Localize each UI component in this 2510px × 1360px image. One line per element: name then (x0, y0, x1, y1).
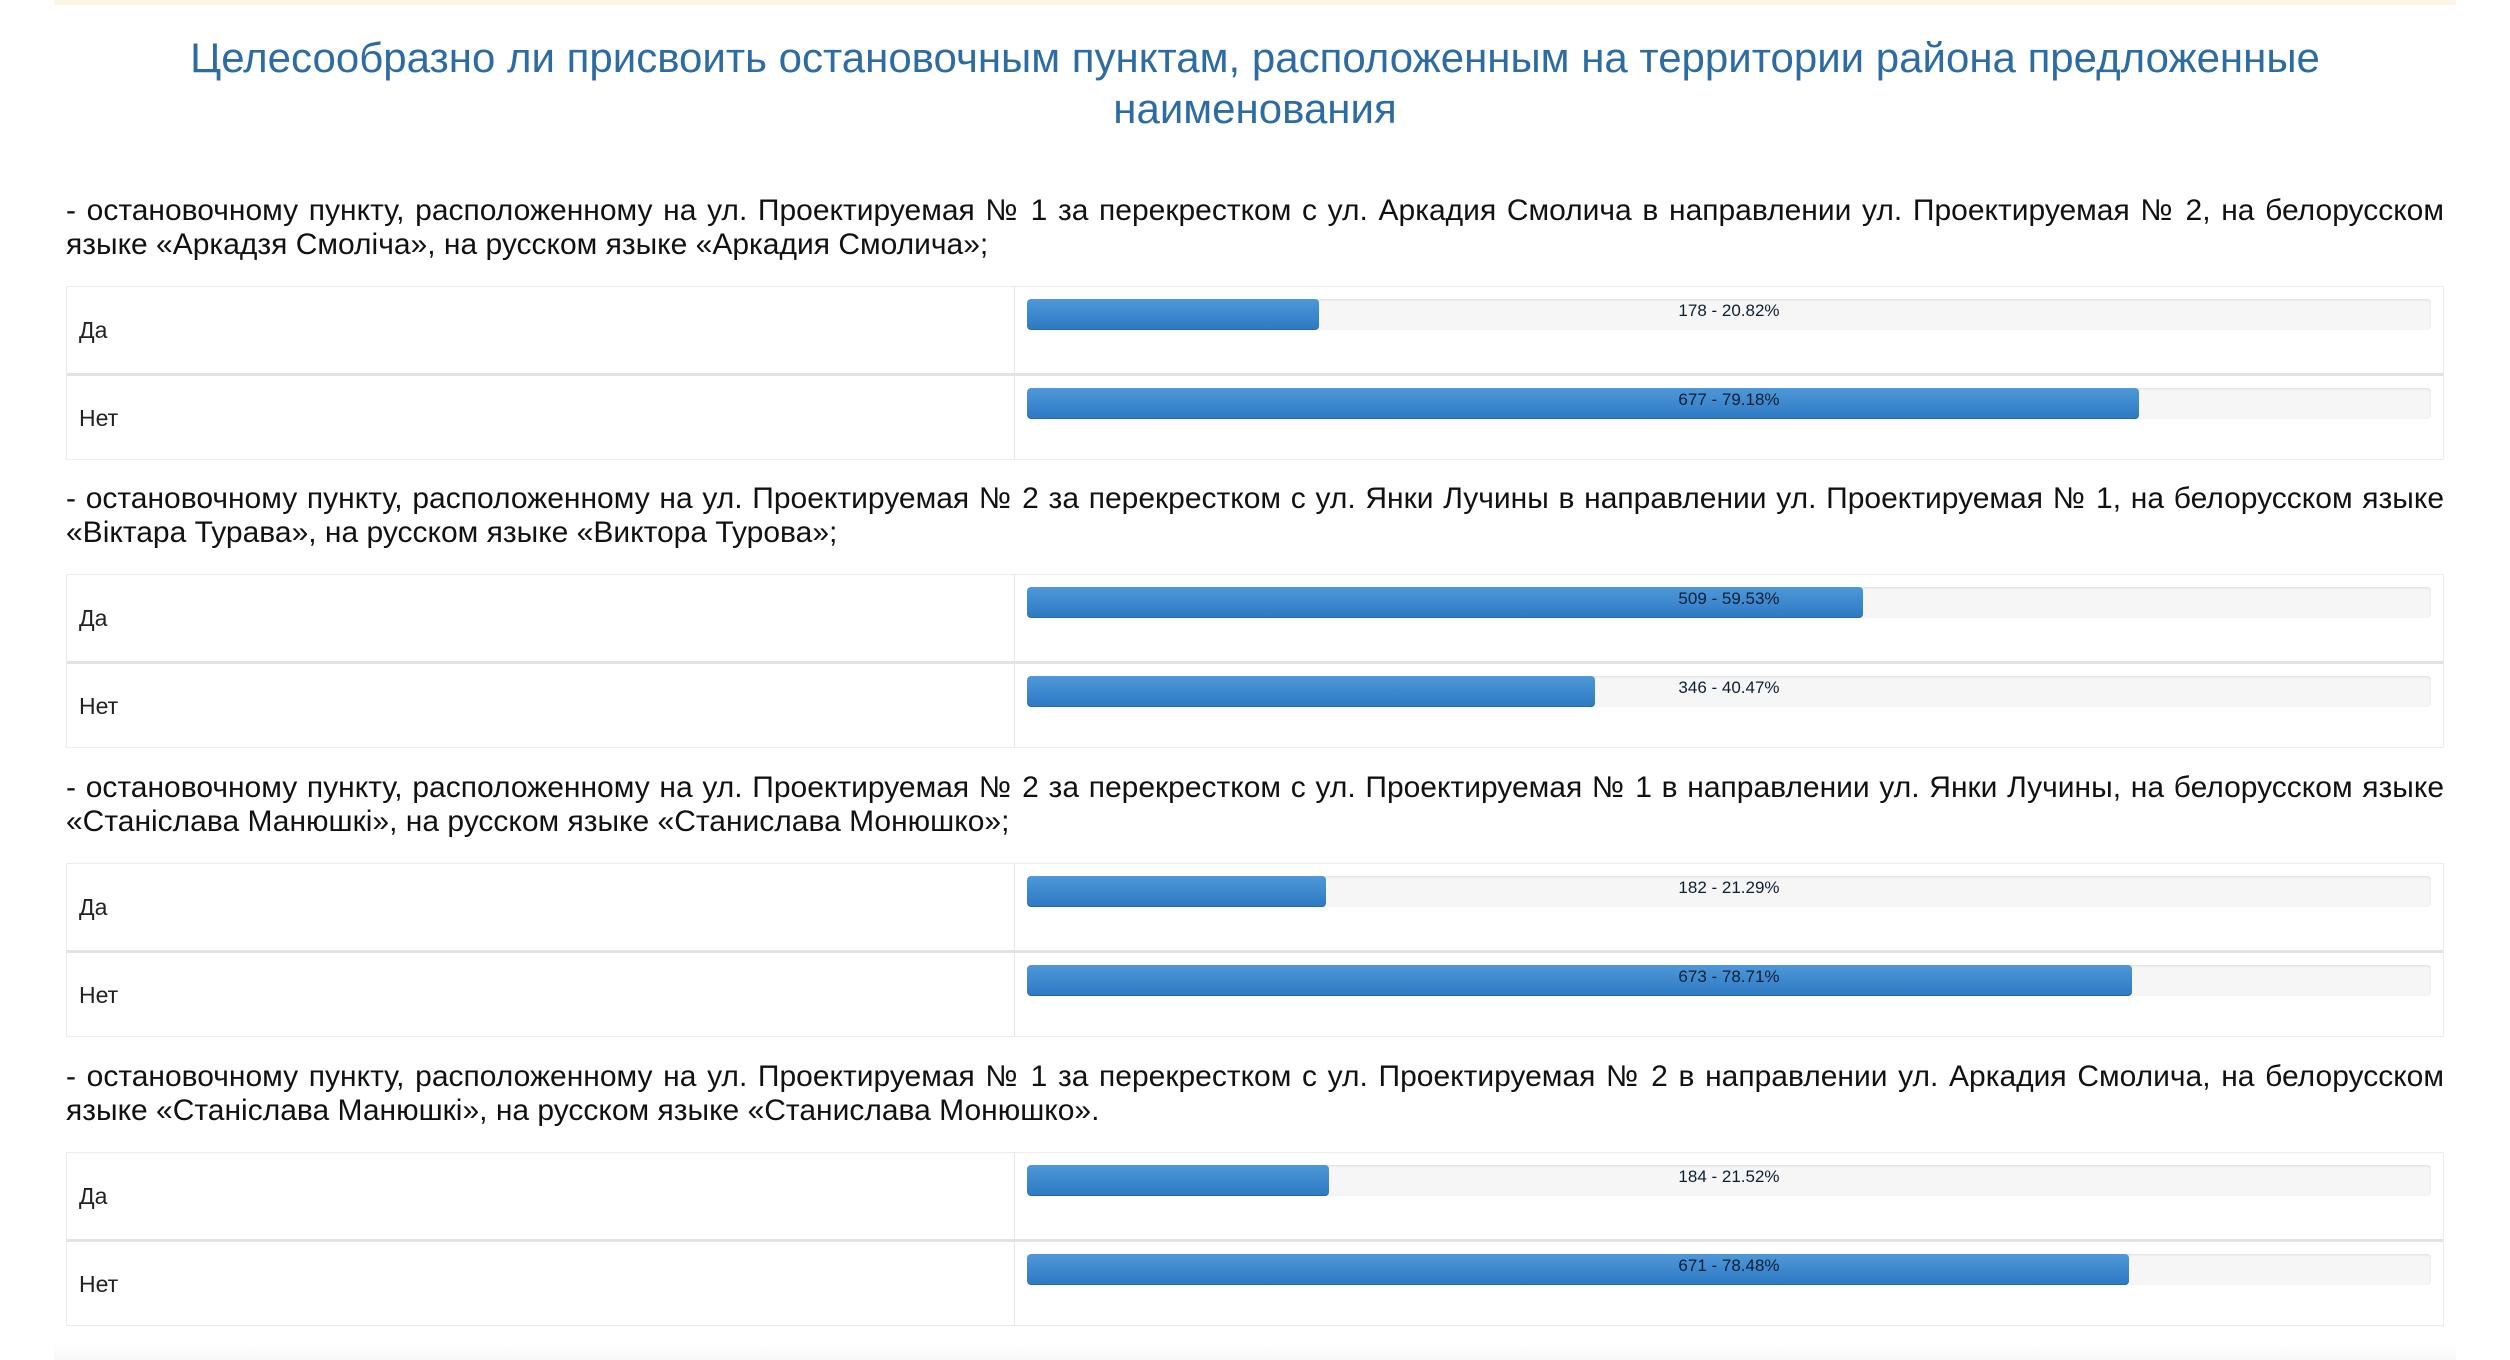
question-2: - остановочному пункту, расположенному н… (66, 482, 2444, 748)
bar-cell: 673 - 78.71% (1027, 953, 2431, 1036)
bar-cell: 346 - 40.47% (1027, 664, 2431, 747)
bar-cell: 178 - 20.82% (1027, 287, 2431, 373)
poll-results-page: Целесообразно ли присвоить остановочным … (66, 0, 2444, 1326)
results-table: Да 509 - 59.53% Нет 346 - 40.47% (66, 574, 2444, 748)
progress-bar-fill (1027, 876, 1326, 907)
top-border-strip (54, 0, 2456, 5)
bottom-shadow-strip (54, 1344, 2456, 1360)
results-table: Да 184 - 21.52% Нет 671 - 78.48% (66, 1152, 2444, 1326)
question-text: - остановочному пункту, расположенному н… (66, 771, 2444, 838)
progress-bar-label: 182 - 21.29% (1678, 878, 1780, 897)
progress-bar-fill (1027, 1254, 2129, 1285)
progress-bar-fill (1027, 965, 2133, 996)
bar-cell: 671 - 78.48% (1027, 1242, 2431, 1325)
bar-cell: 509 - 59.53% (1027, 575, 2431, 661)
progress-bar-label: 673 - 78.71% (1678, 967, 1780, 986)
question-3: - остановочному пункту, расположенному н… (66, 771, 2444, 1037)
answer-cell: Нет (67, 1242, 1015, 1325)
answer-label: Нет (79, 981, 119, 1008)
progress-bar-label: 677 - 79.18% (1678, 390, 1780, 409)
answer-label: Да (79, 1183, 108, 1209)
bar-cell: 182 - 21.29% (1027, 864, 2431, 950)
answer-cell: Нет (67, 376, 1015, 459)
progress-bar-fill (1027, 587, 1863, 618)
page-title: Целесообразно ли присвоить остановочным … (190, 34, 2320, 132)
answer-row-yes: Да 509 - 59.53% (67, 575, 2443, 661)
answer-cell: Да (67, 575, 1015, 661)
answer-label: Нет (79, 404, 119, 431)
answer-row-no: Нет 346 - 40.47% (67, 661, 2443, 747)
progress-bar-track: 184 - 21.52% (1027, 1165, 2431, 1196)
results-table: Да 182 - 21.29% Нет 673 - 78.71% (66, 863, 2444, 1037)
answer-cell: Нет (67, 664, 1015, 747)
question-1: - остановочному пункту, расположенному н… (66, 194, 2444, 460)
progress-bar-label: 509 - 59.53% (1678, 589, 1780, 608)
progress-bar-label: 346 - 40.47% (1678, 678, 1780, 697)
answer-row-no: Нет 677 - 79.18% (67, 373, 2443, 459)
progress-bar-track: 509 - 59.53% (1027, 587, 2431, 618)
answer-row-no: Нет 673 - 78.71% (67, 950, 2443, 1036)
answer-row-yes: Да 184 - 21.52% (67, 1153, 2443, 1239)
answer-cell: Да (67, 287, 1015, 373)
answer-label: Нет (79, 692, 119, 719)
question-text: - остановочному пункту, расположенному н… (66, 1060, 2444, 1127)
answer-label: Да (79, 894, 108, 920)
progress-bar-fill (1027, 676, 1596, 707)
answer-label: Нет (79, 1270, 119, 1297)
answer-cell: Нет (67, 953, 1015, 1036)
progress-bar-label: 671 - 78.48% (1678, 1256, 1780, 1275)
progress-bar-track: 671 - 78.48% (1027, 1254, 2431, 1285)
answer-row-no: Нет 671 - 78.48% (67, 1239, 2443, 1325)
progress-bar-track: 673 - 78.71% (1027, 965, 2431, 996)
progress-bar-fill (1027, 1165, 1330, 1196)
question-4: - остановочному пункту, расположенному н… (66, 1060, 2444, 1326)
answer-label: Да (79, 317, 108, 343)
question-text: - остановочному пункту, расположенному н… (66, 482, 2444, 549)
progress-bar-track: 182 - 21.29% (1027, 876, 2431, 907)
progress-bar-label: 184 - 21.52% (1678, 1167, 1780, 1186)
answer-label: Да (79, 605, 108, 631)
progress-bar-track: 346 - 40.47% (1027, 676, 2431, 707)
answer-cell: Да (67, 1153, 1015, 1239)
progress-bar-track: 677 - 79.18% (1027, 388, 2431, 419)
answer-cell: Да (67, 864, 1015, 950)
results-table: Да 178 - 20.82% Нет 677 - 79.18% (66, 286, 2444, 460)
progress-bar-fill (1027, 388, 2139, 419)
answer-row-yes: Да 182 - 21.29% (67, 864, 2443, 950)
progress-bar-label: 178 - 20.82% (1678, 301, 1780, 320)
bar-cell: 677 - 79.18% (1027, 376, 2431, 459)
progress-bar-track: 178 - 20.82% (1027, 299, 2431, 330)
question-text: - остановочному пункту, расположенному н… (66, 194, 2444, 261)
progress-bar-fill (1027, 299, 1320, 330)
answer-row-yes: Да 178 - 20.82% (67, 287, 2443, 373)
bar-cell: 184 - 21.52% (1027, 1153, 2431, 1239)
